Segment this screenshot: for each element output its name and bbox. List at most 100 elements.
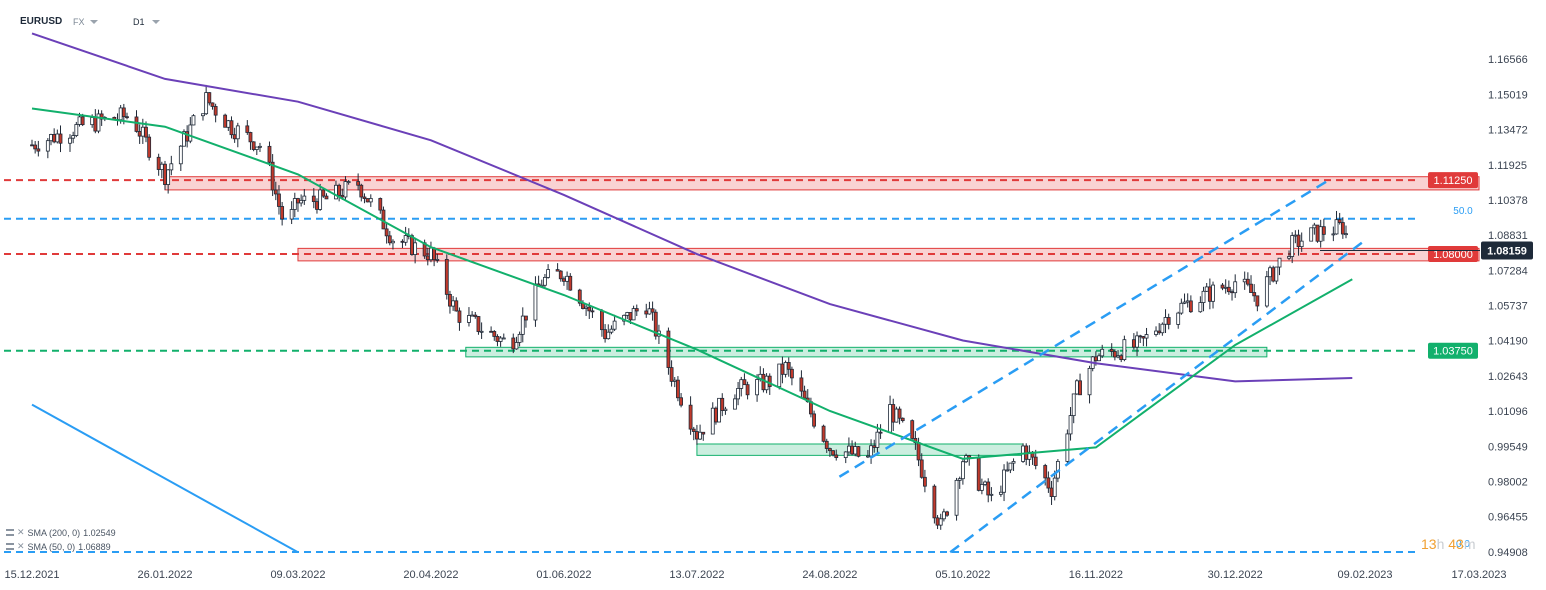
candle-body bbox=[853, 446, 858, 455]
candle-body bbox=[568, 275, 573, 291]
candle-body bbox=[767, 375, 772, 387]
candle-body bbox=[1074, 380, 1079, 395]
candle-body bbox=[634, 308, 639, 312]
candle-body bbox=[1321, 226, 1326, 235]
candle-body bbox=[36, 148, 41, 152]
legend-sma50[interactable]: ✕ SMA (50, 0) 1.06889 bbox=[6, 541, 111, 552]
y-tick-label: 1.10378 bbox=[1488, 195, 1528, 207]
candle-body bbox=[359, 184, 364, 198]
candle-body bbox=[1242, 278, 1247, 283]
x-tick-label: 24.08.2022 bbox=[802, 569, 857, 581]
x-tick-label: 26.01.2022 bbox=[137, 569, 192, 581]
legend-sma200-label: SMA (200, 0) bbox=[27, 527, 81, 538]
candle-body bbox=[346, 181, 351, 183]
candle-body bbox=[821, 425, 826, 442]
candle-body bbox=[916, 442, 921, 461]
candle-body bbox=[989, 493, 994, 496]
menu-icon[interactable] bbox=[6, 543, 14, 550]
candle-body bbox=[600, 310, 604, 331]
candle-body bbox=[828, 448, 832, 452]
symbol-dropdown-icon[interactable] bbox=[90, 20, 98, 24]
candle-body bbox=[691, 428, 696, 432]
candle-body bbox=[514, 342, 519, 350]
candle-body bbox=[1154, 330, 1158, 335]
candle-body bbox=[178, 145, 183, 165]
candle-body bbox=[558, 270, 563, 280]
candle-body bbox=[1135, 335, 1139, 348]
candle-body bbox=[524, 315, 528, 321]
candle-body bbox=[467, 315, 471, 323]
trendline[interactable] bbox=[838, 180, 1328, 478]
candle-body bbox=[413, 242, 418, 255]
candle-body bbox=[185, 131, 190, 142]
candle-body bbox=[1078, 380, 1082, 396]
fib-label: 50.0 bbox=[1453, 206, 1473, 217]
candle-body bbox=[1068, 415, 1073, 435]
candle-body bbox=[425, 255, 430, 261]
x-tick-label: 09.03.2022 bbox=[270, 569, 325, 581]
candle-body bbox=[292, 198, 297, 210]
timeframe-dropdown-icon[interactable] bbox=[152, 20, 160, 24]
symbol-label[interactable]: EURUSD bbox=[20, 16, 63, 27]
candle-body bbox=[1268, 267, 1272, 278]
candle-body bbox=[742, 379, 747, 386]
candle-body bbox=[1141, 336, 1146, 339]
candle-body bbox=[960, 461, 965, 480]
candle-body bbox=[900, 417, 905, 422]
candle-body bbox=[201, 113, 205, 117]
candle-body bbox=[280, 206, 285, 220]
y-tick-label: 1.15019 bbox=[1488, 89, 1528, 101]
candle-body bbox=[1290, 235, 1295, 257]
candle-body bbox=[1122, 339, 1127, 361]
level-tag-text: 1.11250 bbox=[1434, 175, 1473, 187]
candle-body bbox=[45, 140, 50, 152]
candle-body bbox=[802, 390, 807, 399]
candle-body bbox=[302, 195, 307, 201]
market-label: FX bbox=[73, 17, 85, 27]
candle-body bbox=[894, 408, 899, 423]
candle-body bbox=[368, 198, 373, 203]
candle-body bbox=[695, 431, 699, 440]
x-tick-label: 30.12.2022 bbox=[1208, 569, 1263, 581]
x-tick-label: 01.06.2022 bbox=[536, 569, 591, 581]
candle-body bbox=[1312, 224, 1317, 229]
candle-body bbox=[1005, 469, 1010, 472]
candle-body bbox=[68, 137, 72, 144]
candle-body bbox=[144, 126, 148, 138]
close-icon[interactable]: ✕ bbox=[17, 527, 25, 537]
legend-sma200-value: 1.02549 bbox=[83, 527, 116, 538]
menu-icon[interactable] bbox=[6, 529, 14, 536]
candle-body bbox=[1299, 240, 1304, 248]
candle-body bbox=[1157, 330, 1162, 334]
close-icon[interactable]: ✕ bbox=[17, 541, 25, 551]
candle-body bbox=[1033, 456, 1038, 466]
x-tick-label: 15.12.2021 bbox=[4, 569, 59, 581]
y-tick-label: 1.08831 bbox=[1488, 230, 1528, 242]
candle-body bbox=[872, 445, 877, 448]
candle-body bbox=[669, 367, 674, 382]
trendline[interactable] bbox=[949, 241, 1363, 554]
candle-body bbox=[1065, 433, 1070, 462]
trendline[interactable] bbox=[31, 403, 299, 554]
candle-body bbox=[1144, 334, 1149, 339]
candle-body bbox=[701, 431, 706, 435]
candle-body bbox=[1230, 291, 1234, 294]
candle-body bbox=[799, 377, 804, 392]
candle-body bbox=[761, 373, 766, 391]
candle-body bbox=[30, 144, 34, 147]
candle-body bbox=[1334, 219, 1339, 235]
candle-body bbox=[1185, 300, 1190, 303]
candle-body bbox=[435, 258, 440, 261]
candle-body bbox=[267, 145, 272, 163]
candle-body bbox=[74, 124, 79, 136]
candle-body bbox=[847, 445, 851, 453]
legend-sma200[interactable]: ✕ SMA (200, 0) 1.02549 bbox=[6, 527, 116, 538]
candle-body bbox=[1201, 290, 1206, 303]
candle-body bbox=[321, 189, 326, 197]
candle-body bbox=[188, 124, 193, 142]
zone-rect bbox=[465, 346, 1268, 358]
candle-body bbox=[457, 310, 462, 323]
timeframe-label[interactable]: D1 bbox=[133, 17, 145, 27]
candle-body bbox=[1131, 339, 1136, 348]
